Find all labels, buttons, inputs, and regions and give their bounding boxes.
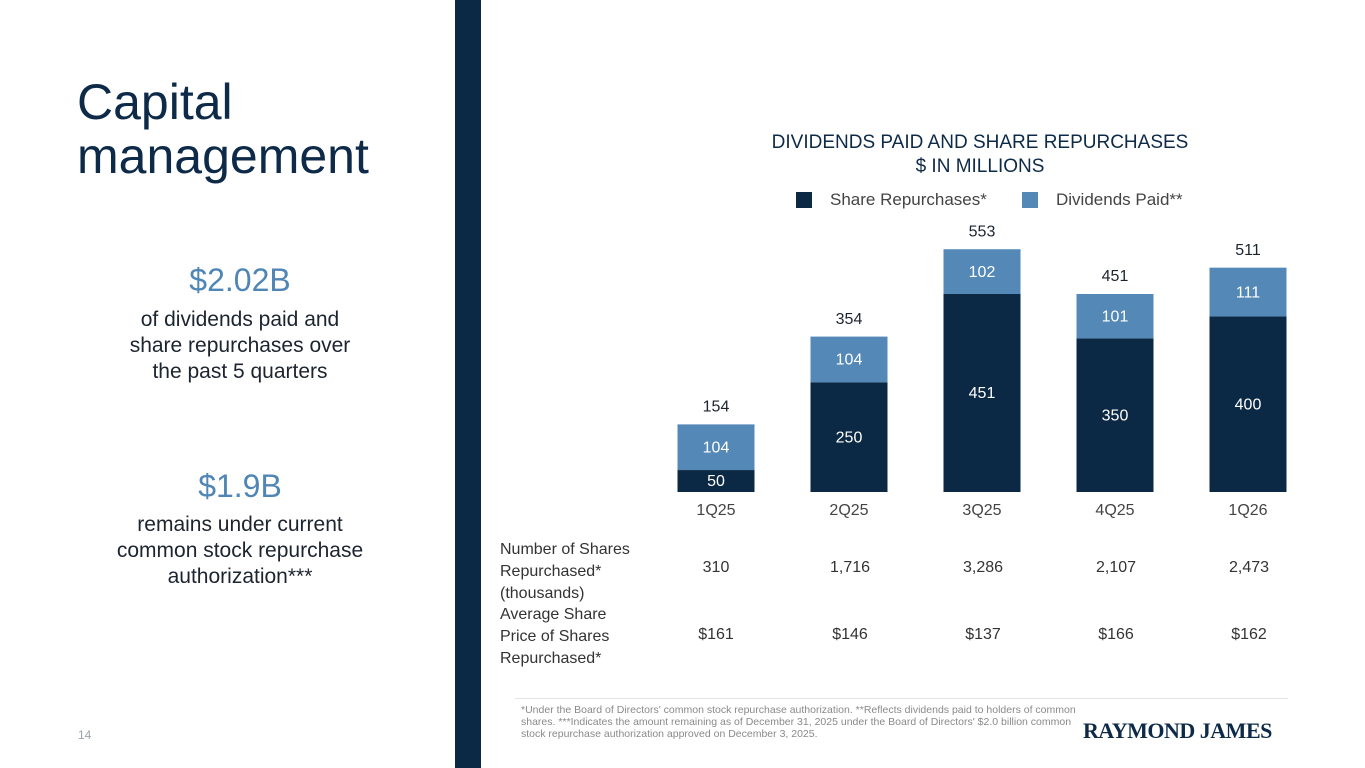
- x-tick-label: 1Q25: [696, 502, 735, 519]
- legend-item-dividends: Dividends Paid**: [1022, 190, 1183, 210]
- legend-label: Share Repurchases*: [830, 190, 987, 209]
- bar-dividends: [1209, 267, 1287, 317]
- bar-label-repurchases: 250: [836, 429, 863, 446]
- bar-dividends: [810, 336, 888, 383]
- stat-desc-line: the past 5 quarters: [152, 360, 328, 383]
- bar-label-repurchases: 350: [1102, 407, 1129, 424]
- stat-desc-line: of dividends paid and: [140, 308, 340, 331]
- bar-total-label: 553: [969, 223, 996, 240]
- table-cell: $146: [832, 626, 868, 643]
- table-cell: 2,107: [1095, 559, 1137, 576]
- bar-label-dividends: 104: [836, 352, 863, 369]
- bar-repurchases: [810, 382, 888, 492]
- chart-title-text: DIVIDENDS PAID AND SHARE REPURCHASES: [771, 132, 1189, 153]
- stat-desc-line: common stock repurchase: [116, 539, 364, 562]
- x-tick-label: 4Q25: [1095, 502, 1134, 519]
- row-label-line: Average Share: [500, 606, 607, 623]
- table-cell: $161: [698, 626, 734, 643]
- bar-repurchases: [1209, 316, 1287, 492]
- legend-item-repurchases: Share Repurchases*: [796, 190, 987, 210]
- bar-repurchases: [943, 294, 1021, 492]
- bar-total-label: 511: [1235, 242, 1261, 259]
- table-row-label-shares: Number of Shares Repurchased* (thousands…: [500, 539, 660, 605]
- bar-total-label: 451: [1102, 268, 1129, 285]
- table-cell: $166: [1098, 626, 1134, 643]
- bar-repurchases: [1076, 338, 1154, 492]
- bar-dividends: [1076, 294, 1154, 339]
- table-cell: 310: [702, 559, 730, 576]
- raymond-james-logo: RAYMOND JAMES: [1083, 718, 1272, 743]
- table-cell: 2,473: [1228, 559, 1270, 576]
- dividends-total-desc: of dividends paid and share repurchases …: [60, 307, 420, 385]
- bar-dividends: [943, 249, 1021, 295]
- bar-total-label: 154: [703, 399, 730, 416]
- legend-swatch-repurchases: [796, 192, 812, 208]
- footnote: *Under the Board of Directors' common st…: [521, 704, 1076, 740]
- page-title: Capital management: [77, 75, 369, 183]
- table-cell: 3,286: [962, 559, 1004, 576]
- bar-label-repurchases: 400: [1235, 396, 1262, 413]
- row-label-line: Number of Shares: [500, 541, 630, 558]
- x-tick-label: 3Q25: [962, 502, 1001, 519]
- bar-label-dividends: 104: [703, 439, 730, 456]
- row-label-line: (thousands): [500, 585, 585, 602]
- remaining-authorization-value: $1.9B: [198, 468, 282, 504]
- divider-bar: [455, 0, 481, 768]
- row-label-line: Repurchased*: [500, 563, 602, 580]
- bar-dividends: [677, 424, 755, 471]
- table-row-label-price: Average Share Price of Shares Repurchase…: [500, 604, 660, 670]
- row-label-line: Repurchased*: [500, 650, 602, 667]
- legend-label: Dividends Paid**: [1056, 190, 1183, 209]
- bar-total-label: 354: [836, 311, 863, 328]
- chart-title: DIVIDENDS PAID AND SHARE REPURCHASES $ I…: [700, 131, 1260, 179]
- bar-label-dividends: 101: [1102, 308, 1129, 325]
- bar-label-repurchases: 50: [707, 473, 725, 490]
- legend-swatch-dividends: [1022, 192, 1038, 208]
- page-number: 14: [78, 728, 92, 742]
- x-tick-label: 2Q25: [829, 502, 868, 519]
- page-title-line: Capital: [77, 74, 233, 130]
- remaining-authorization-desc: remains under current common stock repur…: [60, 512, 420, 590]
- row-label-line: Price of Shares: [500, 628, 610, 645]
- stat-desc-line: authorization***: [167, 565, 313, 588]
- bar-label-repurchases: 451: [969, 385, 996, 402]
- bar-label-dividends: 102: [969, 264, 996, 281]
- page-title-line: management: [77, 128, 369, 184]
- bar-repurchases: [677, 470, 755, 492]
- bar-label-dividends: 111: [1236, 284, 1260, 301]
- table-cell: $137: [965, 626, 1001, 643]
- table-cell: $162: [1231, 626, 1267, 643]
- chart-subtitle-text: $ IN MILLIONS: [915, 156, 1045, 177]
- table-cell: 1,716: [829, 559, 871, 576]
- dividends-total-value: $2.02B: [189, 262, 291, 298]
- footer-rule: [515, 698, 1288, 699]
- stat-desc-line: remains under current: [137, 513, 343, 536]
- stat-desc-line: share repurchases over: [129, 334, 351, 357]
- x-tick-label: 1Q26: [1228, 502, 1267, 519]
